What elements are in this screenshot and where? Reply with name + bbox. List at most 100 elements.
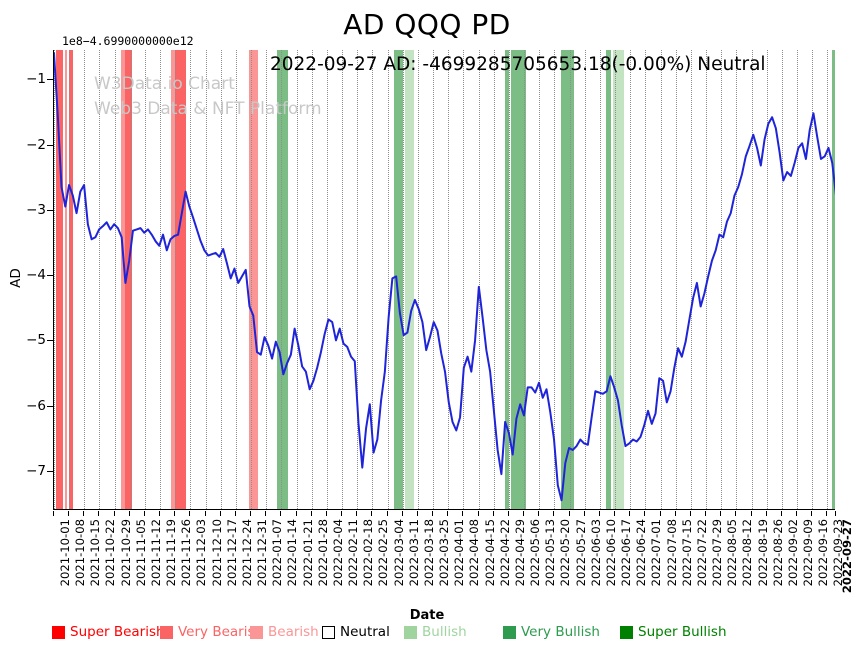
y-axis-tick-mark	[47, 144, 53, 146]
x-axis-tick-mark	[477, 511, 479, 516]
y-axis-tick-mark	[47, 340, 53, 342]
y-axis-tick-mark	[47, 275, 53, 277]
gridline	[615, 50, 617, 509]
x-axis-tick-mark	[280, 511, 282, 516]
gridline	[569, 50, 571, 509]
x-axis-tick-mark	[705, 511, 707, 516]
legend-label: Very Bearish	[178, 624, 264, 640]
gridline	[326, 50, 328, 509]
x-axis-title: Date	[409, 608, 445, 623]
y-axis-tick-label: −4	[26, 267, 46, 284]
x-axis-tick-mark	[98, 511, 100, 516]
x-axis-tick-label: 2022-02-25	[376, 519, 391, 587]
x-axis-tick-label: 2021-10-15	[88, 519, 103, 587]
x-axis-tick-label: 2021-11-12	[148, 519, 163, 587]
signal-band-very-bullish	[511, 50, 527, 509]
x-axis-tick-label: 2022-08-19	[755, 519, 770, 587]
plot-area[interactable]: W3Data.io Chart Web3 Data & NFT Platform…	[53, 50, 835, 510]
y-axis-tick-mark	[47, 470, 53, 472]
x-axis-tick-label: 2022-07-22	[694, 519, 709, 587]
x-axis-tick-label: 2022-09-02	[785, 519, 800, 587]
gridline	[144, 50, 146, 509]
gridline	[402, 50, 404, 509]
gridline	[584, 50, 586, 509]
x-axis-tick-label: 2022-08-26	[770, 519, 785, 587]
x-axis-tick-mark	[568, 511, 570, 516]
signal-band-bullish	[404, 50, 414, 509]
signal-band-very-bearish	[125, 50, 132, 509]
legend-swatch-icon	[503, 625, 516, 639]
legend-item-very-bullish[interactable]: Very Bullish	[503, 622, 600, 642]
x-axis-tick-label: 2022-04-29	[512, 519, 527, 587]
legend-swatch-icon	[52, 625, 65, 639]
legend-label: Super Bullish	[638, 624, 727, 640]
legend-item-very-bearish[interactable]: Very Bearish	[160, 622, 263, 642]
legend-item-neutral[interactable]: Neutral	[322, 622, 390, 642]
signal-band-very-bullish	[606, 50, 611, 509]
x-axis-tick-mark	[826, 511, 828, 516]
gridline	[630, 50, 632, 509]
legend-item-super-bearish[interactable]: Super Bearish	[52, 622, 165, 642]
gridline	[266, 50, 268, 509]
y-axis-tick-mark	[47, 405, 53, 407]
y-axis-offset-label: 1e8−4.6990000000e12	[62, 34, 194, 48]
gridline	[160, 50, 162, 509]
legend-swatch-icon	[322, 625, 335, 639]
legend-label: Bearish	[268, 624, 319, 640]
x-axis-tick-mark	[750, 511, 752, 516]
gridline	[129, 50, 131, 509]
x-axis-tick-label: 2022-03-04	[391, 519, 406, 587]
x-axis-tick-label: 2021-12-24	[239, 519, 254, 587]
signal-band-bullish	[612, 50, 624, 509]
gridline	[251, 50, 253, 509]
x-axis-tick-label: 2022-08-05	[725, 519, 740, 587]
gridline	[827, 50, 829, 509]
legend-item-bullish[interactable]: Bullish	[404, 622, 467, 642]
x-axis-tick-mark	[83, 511, 85, 516]
x-axis-tick-label: 2022-05-20	[558, 519, 573, 587]
x-axis-tick-label: 2022-09-27	[840, 519, 854, 594]
x-axis-tick-mark	[780, 511, 782, 516]
x-axis-tick-mark	[492, 511, 494, 516]
x-axis-tick-mark	[128, 511, 130, 516]
gridline	[721, 50, 723, 509]
x-axis-tick-label: 2021-12-17	[224, 519, 239, 587]
x-axis-tick-label: 2022-05-27	[573, 519, 588, 587]
x-axis-tick-label: 2022-07-08	[664, 519, 679, 587]
gridline	[463, 50, 465, 509]
gridline	[751, 50, 753, 509]
x-axis-tick-label: 2022-01-07	[270, 519, 285, 587]
gridline	[84, 50, 86, 509]
x-axis-tick-mark	[674, 511, 676, 516]
signal-band-very-bearish	[69, 50, 74, 509]
x-axis-tick-label: 2021-10-29	[118, 519, 133, 587]
legend-label: Super Bearish	[70, 624, 165, 640]
legend-item-bearish[interactable]: Bearish	[250, 622, 319, 642]
x-axis-tick-label: 2022-04-22	[497, 519, 512, 587]
signal-band-very-bullish	[394, 50, 403, 509]
gridline	[675, 50, 677, 509]
legend: Super Bearish Very Bearish Bearish Neutral B…	[0, 622, 854, 644]
y-axis-tick-label: −6	[26, 397, 46, 414]
gridline	[554, 50, 556, 509]
x-axis-tick-mark	[401, 511, 403, 516]
legend-label: Neutral	[340, 624, 390, 640]
current-value-annotation: 2022-09-27 AD: -4699285705653.18(-0.00%)…	[270, 54, 766, 75]
x-axis-tick-label: 2022-02-04	[330, 519, 345, 587]
x-axis-tick-label: 2021-10-22	[103, 519, 118, 587]
gridline	[524, 50, 526, 509]
gridline	[599, 50, 601, 509]
x-axis-tick-mark	[538, 511, 540, 516]
x-axis-tick-mark	[295, 511, 297, 516]
x-axis-tick-label: 2022-06-17	[619, 519, 634, 587]
x-axis-tick-label: 2021-11-05	[133, 519, 148, 587]
x-axis-tick-mark	[765, 511, 767, 516]
x-axis-tick-label: 2021-10-08	[73, 519, 88, 587]
gridline	[417, 50, 419, 509]
x-axis-tick-mark	[356, 511, 358, 516]
gridline	[508, 50, 510, 509]
gridline	[357, 50, 359, 509]
x-axis-tick-mark	[432, 511, 434, 516]
legend-item-super-bullish[interactable]: Super Bullish	[620, 622, 727, 642]
